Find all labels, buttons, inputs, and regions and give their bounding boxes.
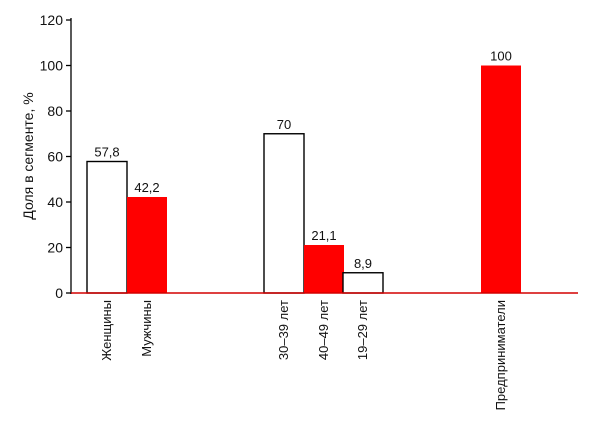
category-label: 40–49 лет bbox=[316, 300, 331, 360]
y-axis-title: Доля в сегменте, % bbox=[20, 92, 36, 219]
bar bbox=[263, 133, 305, 294]
bar bbox=[342, 272, 384, 294]
bar-value-label: 8,9 bbox=[354, 256, 372, 271]
y-tick-label: 40 bbox=[47, 194, 63, 210]
bar-value-label: 42,2 bbox=[134, 180, 159, 195]
category-label: 30–39 лет bbox=[276, 300, 291, 360]
category-label: 19–29 лет bbox=[355, 300, 370, 360]
bar-value-label: 100 bbox=[490, 49, 512, 64]
category-label: Женщины bbox=[99, 300, 114, 361]
bar-value-label: 70 bbox=[277, 117, 291, 132]
bar bbox=[304, 244, 344, 293]
y-axis: 0 20 40 60 80 100 120 bbox=[40, 12, 72, 301]
y-tick-label: 80 bbox=[47, 103, 63, 119]
category-label: Предприниматели bbox=[493, 300, 508, 410]
category-labels: Женщины Мужчины 30–39 лет 40–49 лет 19–29 ле… bbox=[99, 300, 508, 410]
y-tick-label: 0 bbox=[55, 285, 63, 301]
y-tick-label: 60 bbox=[47, 149, 63, 165]
bar-value-label: 57,8 bbox=[94, 145, 119, 160]
bar bbox=[481, 65, 521, 293]
y-tick-label: 20 bbox=[47, 240, 63, 256]
bar-value-label: 21,1 bbox=[311, 228, 336, 243]
value-labels: 57,8 42,2 70 21,1 8,9 100 bbox=[94, 49, 512, 271]
bar bbox=[127, 196, 167, 293]
bar bbox=[86, 160, 128, 294]
bars bbox=[86, 65, 521, 294]
y-tick-label: 100 bbox=[40, 58, 64, 74]
y-tick-label: 120 bbox=[40, 12, 64, 28]
category-label: Мужчины bbox=[139, 300, 154, 357]
